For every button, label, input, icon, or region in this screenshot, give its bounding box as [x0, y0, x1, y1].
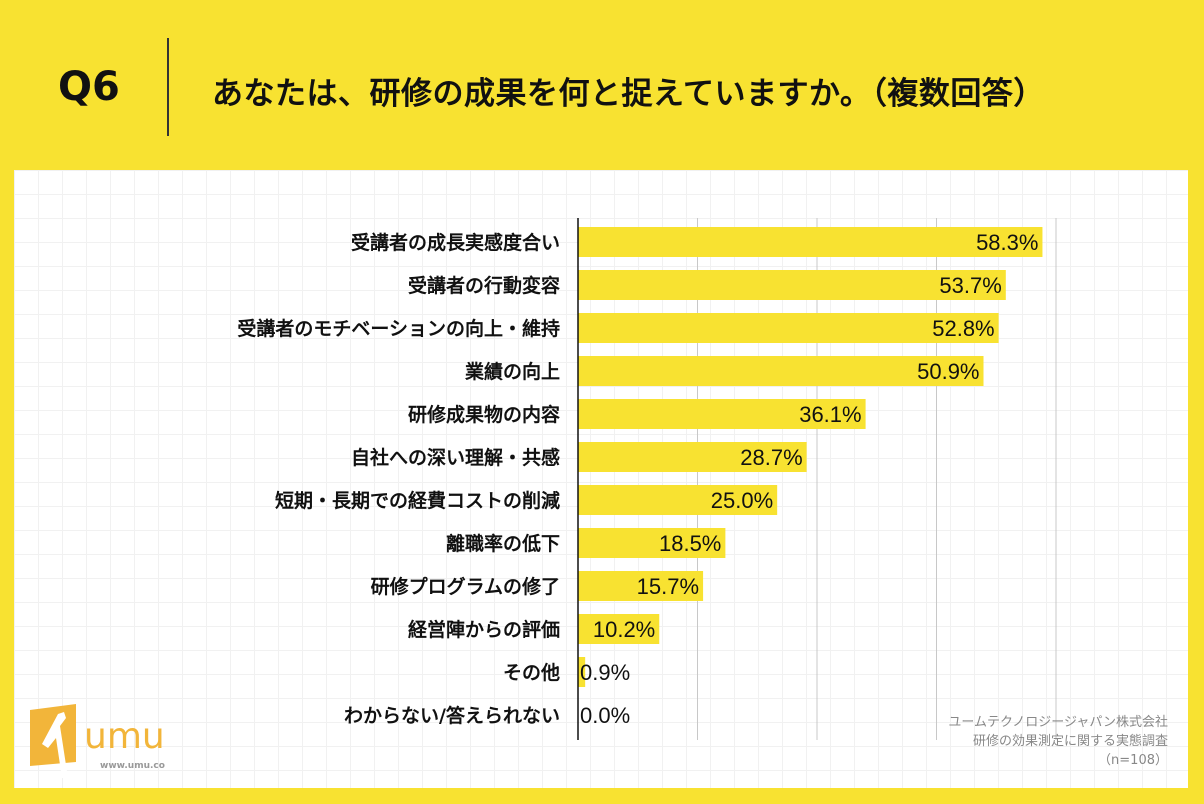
value-label: 25.0% — [711, 488, 773, 513]
category-label: わからない/答えられない — [344, 704, 560, 727]
header-divider — [167, 38, 169, 136]
value-label: 36.1% — [799, 402, 861, 427]
value-label: 58.3% — [976, 230, 1038, 255]
question-title: あなたは、研修の成果を何と捉えていますか。（複数回答） — [212, 76, 1045, 112]
category-label: 研修プログラムの修了 — [371, 575, 560, 598]
source-note: ユームテクノロジージャパン株式会社 研修の効果測定に関する実態調査 （n=108… — [948, 713, 1168, 770]
bar — [578, 485, 778, 515]
category-label: その他 — [503, 661, 560, 684]
value-label: 53.7% — [939, 273, 1001, 298]
value-label: 18.5% — [659, 531, 721, 556]
category-label: 自社への深い理解・共感 — [351, 446, 560, 469]
logo-text: umu — [84, 716, 165, 757]
value-label: 10.2% — [593, 617, 655, 642]
value-label: 50.9% — [917, 359, 979, 384]
bar — [578, 227, 1043, 257]
value-label: 0.9% — [580, 660, 630, 685]
category-label: 研修成果物の内容 — [408, 403, 560, 426]
category-label: 短期・長期での経費コストの削減 — [275, 489, 560, 512]
question-number: Q6 — [58, 64, 120, 110]
bar — [578, 270, 1006, 300]
bar — [578, 399, 866, 429]
giraffe-logo-icon: umu www.umu.co — [30, 704, 165, 778]
bar — [578, 614, 660, 644]
bar — [578, 657, 586, 687]
value-label: 52.8% — [932, 316, 994, 341]
umu-logo: umu www.umu.co — [28, 704, 188, 788]
category-label: 受講者の成長実感度合い — [351, 231, 560, 254]
bar — [578, 571, 704, 601]
bar — [578, 442, 807, 472]
category-label: 受講者のモチベーションの向上・維持 — [237, 317, 560, 340]
logo-url: www.umu.co — [100, 761, 165, 771]
category-label: 受講者の行動変容 — [408, 274, 560, 297]
bar — [578, 356, 984, 386]
value-label: 28.7% — [740, 445, 802, 470]
category-label: 経営陣からの評価 — [408, 618, 560, 641]
source-survey: 研修の効果測定に関する実態調査 — [972, 734, 1168, 749]
bar — [578, 313, 999, 343]
source-company: ユームテクノロジージャパン株式会社 — [948, 715, 1168, 730]
value-label: 15.7% — [637, 574, 699, 599]
category-label: 離職率の低下 — [446, 532, 560, 555]
category-label: 業績の向上 — [464, 360, 560, 383]
source-sample-size: （n=108） — [1098, 753, 1168, 768]
bar — [578, 528, 726, 558]
value-label: 0.0% — [580, 703, 630, 728]
